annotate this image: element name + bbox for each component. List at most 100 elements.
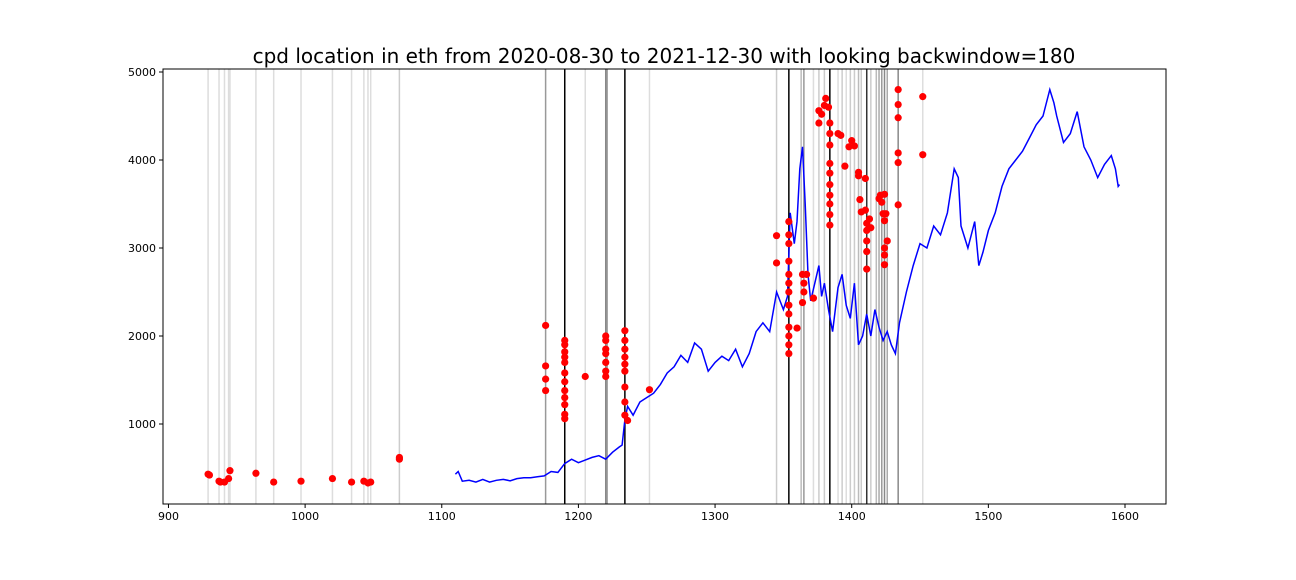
cpd-point xyxy=(785,217,793,226)
cpd-point xyxy=(347,478,356,486)
x-tick-label: 1000 xyxy=(291,510,319,523)
cpd-point xyxy=(561,415,569,423)
cpd-point xyxy=(883,237,891,245)
cpd-point xyxy=(621,411,629,419)
x-tick-label: 1100 xyxy=(428,510,456,523)
cpd-point xyxy=(772,259,781,267)
cpd-point xyxy=(919,93,927,101)
cpd-point xyxy=(226,467,234,475)
cpd-point xyxy=(621,383,629,391)
cpd-point xyxy=(561,378,569,386)
cpd-point xyxy=(809,294,818,302)
cpd-point xyxy=(854,172,863,180)
cpd-point xyxy=(867,224,875,232)
cpd-point xyxy=(621,345,629,353)
cpd-point xyxy=(252,469,260,477)
cpd-point xyxy=(621,360,629,368)
cpd-point xyxy=(861,174,869,183)
cpd-point xyxy=(561,401,569,409)
cpd-point xyxy=(894,100,902,109)
cpd-point xyxy=(785,341,793,349)
cpd-point xyxy=(826,129,834,138)
cpd-point xyxy=(856,195,864,204)
cpd-point xyxy=(894,159,902,167)
plot-area xyxy=(204,69,1121,504)
cpd-point xyxy=(882,210,890,218)
x-tick-label: 900 xyxy=(158,510,179,523)
cpd-point xyxy=(800,279,808,287)
cpd-point xyxy=(395,455,404,463)
cpd-point xyxy=(785,350,793,358)
cpd-point xyxy=(894,114,902,122)
x-tick-label: 1300 xyxy=(701,510,729,523)
cpd-point xyxy=(561,341,569,349)
cpd-point xyxy=(826,119,834,127)
cpd-point xyxy=(785,239,793,248)
cpd-point xyxy=(826,200,834,208)
y-tick-label: 1000 xyxy=(128,418,156,431)
cpd-point xyxy=(367,478,375,486)
cpd-point xyxy=(581,372,589,381)
y-tick-label: 5000 xyxy=(128,66,156,79)
cpd-point xyxy=(561,369,569,377)
cpd-point xyxy=(621,367,629,375)
cpd-point xyxy=(224,474,233,483)
cpd-point xyxy=(602,358,610,367)
cpd-point xyxy=(837,131,845,139)
cpd-point xyxy=(880,217,889,225)
cpd-point xyxy=(561,348,569,356)
cpd-point xyxy=(621,336,629,345)
cpd-point xyxy=(878,198,886,206)
cpd-point xyxy=(863,265,871,273)
cpd-point xyxy=(772,232,781,240)
cpd-point xyxy=(561,394,569,402)
cpd-point xyxy=(785,279,793,287)
cpd-point xyxy=(785,332,793,340)
chart-title: cpd location in eth from 2020-08-30 to 2… xyxy=(253,44,1076,68)
cpd-point xyxy=(602,372,610,381)
cpd-point xyxy=(865,215,874,223)
cpd-point xyxy=(205,471,214,479)
cpd-point xyxy=(826,169,834,177)
cpd-point xyxy=(785,310,793,318)
cpd-point xyxy=(624,416,632,425)
x-tick-label: 1600 xyxy=(1111,510,1139,523)
cpd-point xyxy=(561,358,569,367)
cpd-point xyxy=(826,191,834,199)
axes-frame xyxy=(162,68,1167,505)
cpd-point xyxy=(621,398,629,406)
cpd-point xyxy=(803,270,811,278)
cpd-point xyxy=(785,323,793,331)
x-tick-label: 1400 xyxy=(838,510,866,523)
cpd-point xyxy=(328,474,337,483)
cpd-point xyxy=(894,201,902,209)
cpd-point xyxy=(826,159,834,168)
cpd-point xyxy=(602,336,610,345)
cpd-point xyxy=(785,270,793,278)
cpd-point xyxy=(542,321,550,330)
cpd-point xyxy=(621,353,629,361)
y-tick-label: 4000 xyxy=(128,154,156,167)
cpd-point xyxy=(850,142,859,150)
cpd-point xyxy=(561,386,569,395)
cpd-point xyxy=(270,478,278,486)
x-tick-label: 1200 xyxy=(564,510,592,523)
cpd-point xyxy=(894,85,902,94)
cpd-point xyxy=(919,151,927,159)
cpd-point xyxy=(826,210,834,219)
price-line xyxy=(454,86,1121,483)
cpd-point xyxy=(815,119,823,127)
cpd-point xyxy=(880,251,889,259)
cpd-point xyxy=(542,386,550,395)
y-tick-label: 3000 xyxy=(128,242,156,255)
cpd-point xyxy=(880,190,889,198)
cpd-point xyxy=(861,206,869,214)
cpd-point xyxy=(880,244,889,252)
cpd-point xyxy=(602,367,610,375)
cpd-point xyxy=(602,350,610,358)
cpd-point xyxy=(826,221,834,229)
cpd-point xyxy=(621,327,629,335)
cpd-point xyxy=(297,477,305,485)
cpd-point xyxy=(848,137,856,145)
